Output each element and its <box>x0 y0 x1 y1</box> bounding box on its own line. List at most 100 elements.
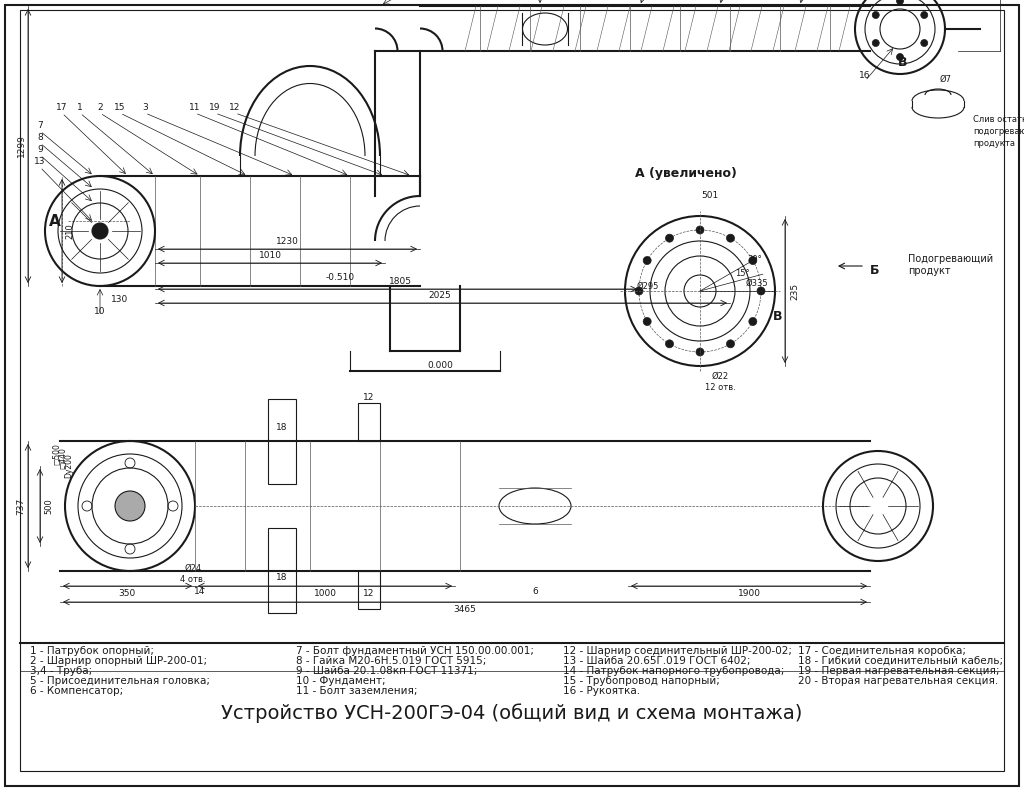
Text: продукт: продукт <box>908 266 950 276</box>
Circle shape <box>757 287 765 295</box>
Circle shape <box>696 226 705 234</box>
Text: 9 - Шайба 20.1.08кп ГОСТ 11371;: 9 - Шайба 20.1.08кп ГОСТ 11371; <box>297 666 478 676</box>
Text: Ø295: Ø295 <box>637 282 659 290</box>
Circle shape <box>921 12 928 18</box>
Text: 2 - Шарнир опорный ШР-200-01;: 2 - Шарнир опорный ШР-200-01; <box>31 656 208 666</box>
Text: 20 - Вторая нагревательная секция.: 20 - Вторая нагревательная секция. <box>799 676 998 686</box>
Text: 12: 12 <box>229 104 241 112</box>
Text: 9: 9 <box>37 146 43 154</box>
Text: -0.510: -0.510 <box>326 274 354 282</box>
Text: 1900: 1900 <box>737 589 761 599</box>
Circle shape <box>635 287 643 295</box>
Text: 19: 19 <box>209 104 221 112</box>
Text: 6 - Компенсатор;: 6 - Компенсатор; <box>31 686 124 696</box>
Circle shape <box>749 317 757 326</box>
Circle shape <box>896 0 903 5</box>
Text: 210: 210 <box>66 223 75 239</box>
Text: Dу200: Dу200 <box>65 453 74 479</box>
Text: 12: 12 <box>364 393 375 403</box>
Text: 3,4 - Труба;: 3,4 - Труба; <box>31 666 92 676</box>
Text: 14: 14 <box>195 586 206 596</box>
Circle shape <box>666 340 674 348</box>
Text: 18: 18 <box>276 423 288 433</box>
Text: В: В <box>773 309 782 323</box>
Text: Устройство УСН-200ГЭ-04 (общий вид и схема монтажа): Устройство УСН-200ГЭ-04 (общий вид и схе… <box>221 703 803 723</box>
Circle shape <box>872 12 880 18</box>
Text: 17 - Соединительная коробка;: 17 - Соединительная коробка; <box>799 646 967 656</box>
Text: 6: 6 <box>532 586 538 596</box>
Text: 3465: 3465 <box>454 605 476 615</box>
Text: 1010: 1010 <box>258 252 282 260</box>
Text: 1299: 1299 <box>16 134 26 157</box>
Text: продукта: продукта <box>973 138 1015 147</box>
Text: 7: 7 <box>37 122 43 131</box>
Text: 3: 3 <box>142 104 147 112</box>
Text: 30°: 30° <box>748 255 763 263</box>
Bar <box>358 403 380 441</box>
Text: 501: 501 <box>701 191 719 200</box>
Text: А: А <box>49 214 60 229</box>
Text: 19 - Первая нагревательная секция;: 19 - Первая нагревательная секция; <box>799 666 999 676</box>
Text: 12: 12 <box>364 589 375 599</box>
Circle shape <box>643 256 651 264</box>
Text: 11 - Болт заземления;: 11 - Болт заземления; <box>297 686 418 696</box>
Text: 1 - Патрубок опорный;: 1 - Патрубок опорный; <box>31 646 155 656</box>
Circle shape <box>726 234 734 242</box>
Circle shape <box>749 256 757 264</box>
Text: 1805: 1805 <box>388 278 412 286</box>
Text: 350: 350 <box>119 589 135 599</box>
Text: 8: 8 <box>37 134 43 142</box>
Text: Подогревающий: Подогревающий <box>908 254 993 264</box>
Text: Слив остатков: Слив остатков <box>973 115 1024 123</box>
Circle shape <box>643 317 651 326</box>
Text: 18 - Гибкий соединительный кабель;: 18 - Гибкий соединительный кабель; <box>799 656 1004 666</box>
Text: 10: 10 <box>94 306 105 316</box>
Text: 1230: 1230 <box>275 237 298 247</box>
Circle shape <box>921 40 928 47</box>
Circle shape <box>872 40 880 47</box>
Circle shape <box>92 223 108 239</box>
Text: 12 отв.: 12 отв. <box>705 383 735 392</box>
Circle shape <box>115 491 145 521</box>
Text: 4 отв.: 4 отв. <box>180 574 206 584</box>
Circle shape <box>666 234 674 242</box>
Text: 16: 16 <box>859 71 870 81</box>
Text: 2: 2 <box>97 104 102 112</box>
Text: 10 - Фундамент;: 10 - Фундамент; <box>297 676 386 686</box>
Text: 5 - Присоединительная головка;: 5 - Присоединительная головка; <box>31 676 210 686</box>
Text: 130: 130 <box>112 294 129 304</box>
Text: 1: 1 <box>77 104 83 112</box>
Text: 15°: 15° <box>734 268 750 278</box>
Text: 15: 15 <box>115 104 126 112</box>
Text: Ø335: Ø335 <box>745 278 768 287</box>
Text: Б: Б <box>870 264 880 278</box>
Circle shape <box>696 348 705 356</box>
Circle shape <box>896 54 903 60</box>
Text: 18: 18 <box>276 573 288 582</box>
Text: 16 - Рукоятка.: 16 - Рукоятка. <box>563 686 640 696</box>
Bar <box>268 528 296 613</box>
Text: 11: 11 <box>189 104 201 112</box>
Text: Ø24: Ø24 <box>184 563 202 573</box>
Text: 2025: 2025 <box>429 292 452 301</box>
Text: 8 - Гайка М20-6Н.5.019 ГОСТ 5915;: 8 - Гайка М20-6Н.5.019 ГОСТ 5915; <box>297 656 486 666</box>
Circle shape <box>726 340 734 348</box>
Text: 13 - Шайба 20.65Г.019 ГОСТ 6402;: 13 - Шайба 20.65Г.019 ГОСТ 6402; <box>563 656 751 666</box>
Text: 14 - Патрубок напорного трубопровода;: 14 - Патрубок напорного трубопровода; <box>563 666 784 676</box>
Text: 500: 500 <box>44 498 53 514</box>
Text: В: В <box>898 56 907 70</box>
Text: 17: 17 <box>56 104 68 112</box>
Text: 737: 737 <box>16 498 26 515</box>
Text: Ø22: Ø22 <box>712 372 728 380</box>
Text: □500: □500 <box>52 443 61 465</box>
Text: □440: □440 <box>58 447 68 469</box>
Text: подогревающего: подогревающего <box>973 127 1024 135</box>
Text: Ø7: Ø7 <box>940 74 952 84</box>
Text: 13: 13 <box>34 157 46 166</box>
Text: 235: 235 <box>791 282 800 300</box>
Bar <box>268 399 296 484</box>
Text: 1000: 1000 <box>313 589 337 599</box>
Text: А (увеличено): А (увеличено) <box>635 166 737 180</box>
Text: 12 - Шарнир соединительный ШР-200-02;: 12 - Шарнир соединительный ШР-200-02; <box>563 646 792 656</box>
Bar <box>358 571 380 609</box>
